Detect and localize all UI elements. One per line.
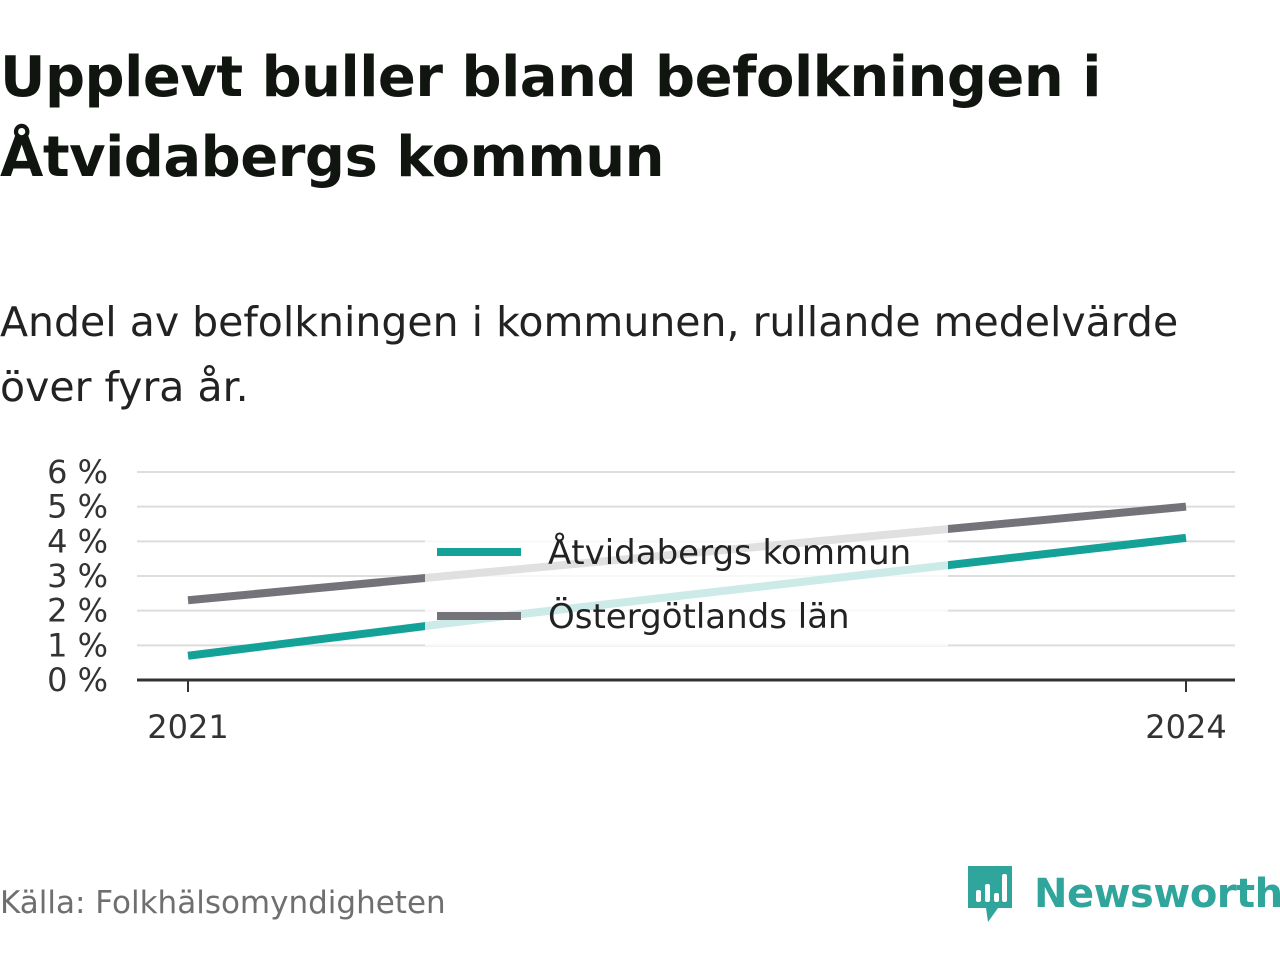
newsworthy-logo-icon [968, 866, 1012, 922]
legend-label: Åtvidabergs kommun [548, 532, 911, 573]
y-tick-label: 6 % [47, 453, 108, 491]
y-tick-label: 1 % [47, 626, 108, 664]
x-tick-label: 2021 [147, 708, 228, 746]
y-axis-ticks: 0 %1 %2 %3 %4 %5 %6 % [47, 453, 108, 699]
y-tick-label: 5 % [47, 488, 108, 526]
y-tick-label: 4 % [47, 522, 108, 560]
brand-logo: Newsworthy [964, 862, 1280, 926]
chart-title: Upplevt buller bland befolkningen i Åtvi… [0, 45, 1101, 190]
legend: Åtvidabergs kommun Östergötlands län [437, 532, 911, 637]
chart-subtitle: Andel av befolkningen i kommunen, rullan… [0, 298, 1179, 411]
y-tick-label: 2 % [47, 592, 108, 630]
x-axis-ticks: 2021 2024 [147, 680, 1227, 746]
y-tick-label: 3 % [47, 557, 108, 595]
legend-background [425, 524, 948, 646]
x-tick-label: 2024 [1145, 708, 1226, 746]
line-chart: 0 %1 %2 %3 %4 %5 %6 % 2021 2024 Åtvidaber… [47, 453, 1235, 746]
source-note: Källa: Folkhälsomyndigheten [0, 885, 446, 921]
legend-label: Östergötlands län [548, 596, 850, 637]
y-tick-label: 0 % [47, 661, 108, 699]
brand-name: Newsworthy [1034, 871, 1280, 917]
